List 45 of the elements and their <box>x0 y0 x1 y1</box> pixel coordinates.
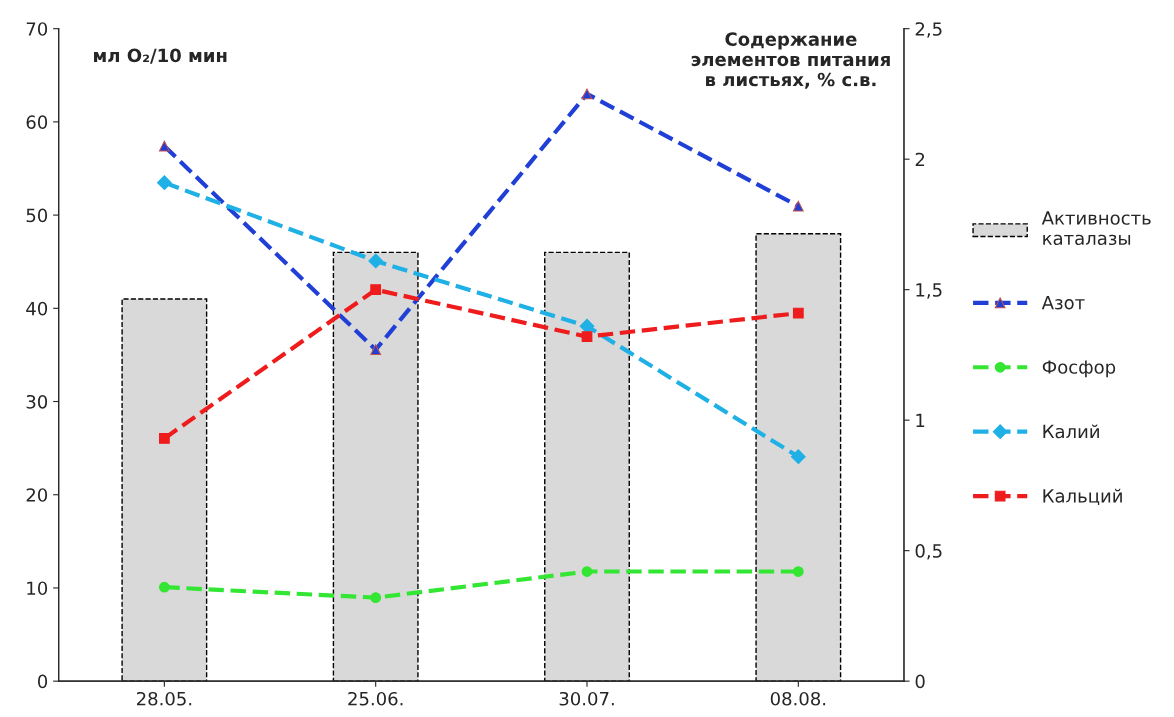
bar <box>544 251 630 682</box>
legend-label: Кальций <box>1043 488 1122 505</box>
point <box>581 566 593 577</box>
point <box>792 307 804 319</box>
y2-tick-label: 2,5 <box>915 22 942 38</box>
y-tick-label: 70 <box>26 22 48 36</box>
x-tick-label: 30.07. <box>559 691 614 706</box>
y-tick-label: 20 <box>26 488 48 502</box>
point <box>370 284 382 296</box>
point <box>792 200 804 212</box>
bar <box>332 251 419 682</box>
point <box>158 140 170 152</box>
y-tick-label: 40 <box>26 301 48 316</box>
y-axis-title: мл O₂/10 мин <box>94 48 227 64</box>
y2-tick-label: 0 <box>915 674 925 689</box>
bar <box>755 233 842 682</box>
point <box>368 253 384 269</box>
bar <box>121 298 208 682</box>
legend-label: Калий <box>1043 424 1099 439</box>
x-tick-label: 28.05. <box>136 691 192 706</box>
point <box>370 344 382 356</box>
point <box>158 433 170 444</box>
point <box>790 449 806 465</box>
legend-label: Азот <box>1041 296 1085 310</box>
y2-tick-label: 1 <box>916 413 925 428</box>
point <box>158 581 170 593</box>
point <box>581 88 593 100</box>
point <box>370 592 382 604</box>
legend-label: Фосфор <box>1042 360 1116 378</box>
y2-axis-title: Содержание элементов питания в листьях, % с.в. <box>691 32 890 89</box>
y2-tick-label: 1,5 <box>916 283 942 299</box>
y-tick-label: 30 <box>26 394 48 409</box>
point <box>579 318 595 334</box>
point <box>792 566 804 577</box>
point <box>156 175 172 191</box>
y2-tick-label: 0,5 <box>915 544 942 560</box>
y-tick-label: 10 <box>27 581 48 596</box>
y-tick-label: 50 <box>26 208 48 223</box>
x-tick-label: 25.06. <box>348 691 403 706</box>
y-tick-label: 60 <box>26 115 48 130</box>
y-tick-label: 0 <box>37 674 48 689</box>
legend-label: Активность каталазы <box>1041 211 1151 246</box>
x-tick-label: 08.08. <box>770 691 826 706</box>
point <box>581 331 593 343</box>
y2-tick-label: 2 <box>915 152 925 167</box>
